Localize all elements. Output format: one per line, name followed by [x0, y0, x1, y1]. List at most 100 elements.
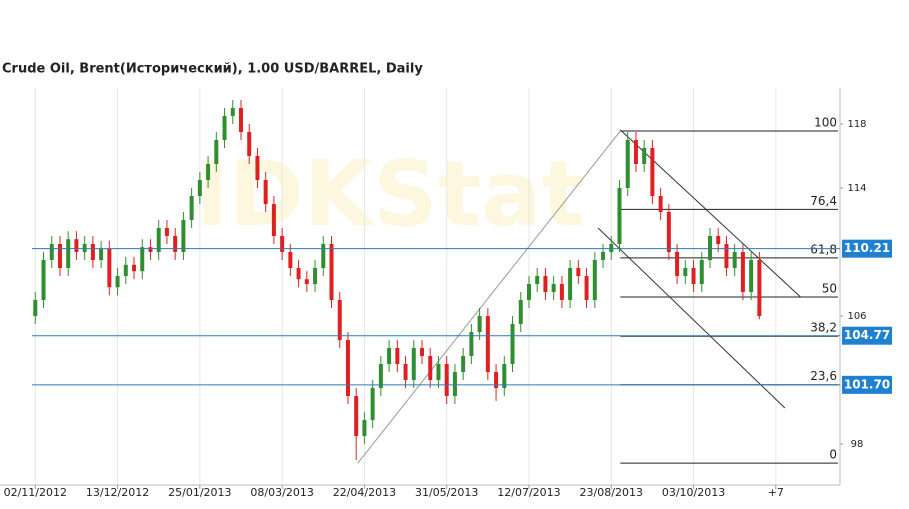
candle-body	[271, 204, 276, 237]
candle-body	[609, 244, 614, 253]
candle-body	[74, 239, 79, 253]
candle-body	[576, 268, 581, 277]
candle-body	[584, 276, 589, 301]
candle-body	[140, 247, 145, 272]
candle-body	[107, 248, 112, 288]
candle-body	[230, 108, 235, 117]
candle-body	[699, 260, 704, 285]
candle-body	[238, 108, 243, 133]
candle-body	[757, 260, 762, 317]
y-tick-label: 106	[847, 311, 866, 322]
candle-body	[288, 252, 293, 269]
candle-body	[370, 388, 375, 421]
candle-body	[444, 364, 449, 397]
candle-body	[263, 180, 268, 205]
candle-body	[296, 268, 301, 280]
x-tick-label: 12/07/2013	[497, 486, 560, 499]
candle-body	[132, 264, 137, 272]
candle-body	[518, 300, 523, 325]
y-tick-label: 118	[847, 119, 866, 130]
price-label: 101.70	[844, 377, 890, 391]
candle-body	[337, 300, 342, 341]
candle-body	[189, 196, 194, 221]
candle-body	[691, 268, 696, 285]
candle-body	[592, 260, 597, 301]
x-tick-label: 23/08/2013	[580, 486, 643, 499]
candle-body	[617, 188, 622, 245]
candle-body	[601, 252, 606, 261]
fib-label: 50	[822, 282, 837, 296]
x-tick-label: 25/01/2013	[168, 486, 231, 499]
candle-body	[625, 140, 630, 189]
trend-line	[619, 129, 801, 298]
candle-body	[732, 252, 737, 269]
candle-body	[658, 196, 663, 213]
fib-label: 61,8	[810, 242, 837, 256]
candle-body	[82, 244, 87, 253]
candle-body	[329, 244, 334, 301]
candle-body	[559, 284, 564, 301]
y-tick-label: 98	[851, 439, 864, 450]
candle-body	[395, 348, 400, 365]
fib-label: 76,4	[810, 194, 837, 208]
candle-body	[411, 348, 416, 381]
candle-body	[436, 364, 441, 381]
candle-body	[90, 244, 95, 261]
candle-body	[197, 180, 202, 197]
candle-body	[535, 276, 540, 285]
candle-body	[428, 356, 433, 381]
candle-body	[716, 236, 721, 245]
x-tick-label: 02/11/2012	[4, 486, 67, 499]
candle-body	[633, 140, 638, 165]
candle-body	[683, 268, 688, 277]
candle-body	[280, 236, 285, 253]
candle-body	[255, 156, 260, 181]
candle-body	[41, 260, 46, 301]
candle-body	[66, 239, 71, 269]
candle-body	[57, 244, 62, 269]
price-label-box	[842, 326, 892, 345]
candle-body	[156, 228, 161, 253]
candle-body	[740, 252, 745, 293]
candle-body	[707, 236, 712, 261]
trend-line	[597, 227, 786, 409]
x-tick-label: 31/05/2013	[415, 486, 478, 499]
candle-body	[206, 164, 211, 181]
candle-body	[675, 252, 680, 277]
candle-body	[477, 316, 482, 333]
chart-title: Crude Oil, Brent(Исторический), 1.00 USD…	[2, 62, 423, 77]
watermark: IDKStat	[195, 142, 585, 247]
candle-body	[362, 420, 367, 437]
fib-label: 0	[829, 448, 837, 462]
candle-body	[304, 279, 309, 285]
candle-body	[173, 236, 178, 253]
candle-body	[666, 212, 671, 253]
candle-body	[642, 148, 647, 165]
fib-label: 100	[814, 116, 837, 130]
x-tick-label: 13/12/2012	[86, 486, 149, 499]
candle-body	[33, 300, 38, 317]
candle-body	[461, 356, 466, 373]
candle-body	[345, 340, 350, 397]
candle-body	[354, 396, 359, 437]
candle-body	[378, 364, 383, 389]
candle-body	[214, 140, 219, 165]
candle-body	[650, 148, 655, 197]
x-tick-label: 08/03/2013	[250, 486, 313, 499]
price-label-box	[842, 239, 892, 258]
candle-body	[99, 248, 104, 261]
candle-body	[568, 268, 573, 301]
candle-body	[321, 244, 326, 269]
price-label: 104.77	[844, 328, 890, 342]
x-tick-label: 03/10/2013	[662, 486, 725, 499]
candle-body	[181, 220, 186, 253]
fib-trend	[357, 130, 621, 464]
candle-body	[313, 268, 318, 285]
candle-body	[420, 348, 425, 357]
y-tick-label: 114	[847, 183, 866, 194]
candle-body	[452, 372, 457, 397]
candle-body	[469, 332, 474, 357]
candle-body	[222, 116, 227, 141]
price-label-box	[842, 375, 892, 394]
candle-body	[49, 244, 54, 261]
